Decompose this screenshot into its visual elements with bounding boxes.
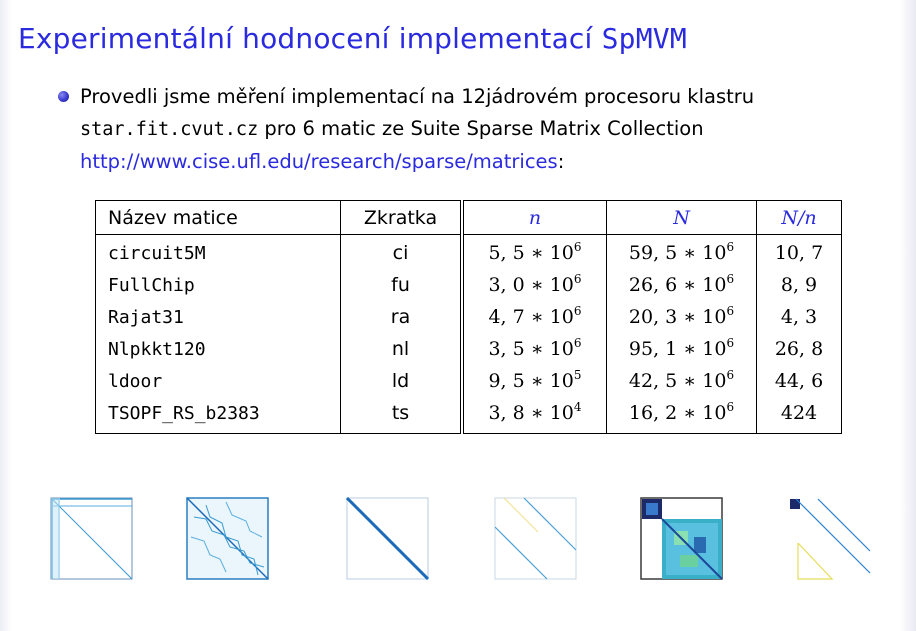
matrix-n: 3, 8 ∗ 104 [460,397,607,434]
N-mantissa: 59, 5 ∗ 10 [628,242,727,264]
slide-title-text: Experimentální hodnocení implementací [18,22,593,55]
Rajat31-thumbnail [346,497,429,580]
matrix-ratio: 424 [756,397,842,434]
header-ratio: N/n [756,200,842,235]
n-mantissa: 4, 7 ∗ 10 [488,306,574,328]
n-exponent: 6 [573,240,582,254]
bullet-line-3: http://www.cise.ufl.edu/research/sparse/… [80,146,880,178]
n-mantissa: 5, 5 ∗ 10 [488,242,574,264]
N-exponent: 6 [726,400,735,414]
matrix-N: 16, 2 ∗ 106 [606,397,757,434]
n-exponent: 4 [573,400,582,414]
n-exponent: 6 [573,336,582,350]
table-row: circuit5M ci 5, 5 ∗ 106 59, 5 ∗ 106 10, 7 [96,234,842,269]
table-row: ldoor ld 9, 5 ∗ 105 42, 5 ∗ 106 44, 6 [96,365,842,397]
N-mantissa: 42, 5 ∗ 10 [628,370,727,392]
matrix-N: 26, 6 ∗ 106 [606,269,757,301]
n-mantissa: 9, 5 ∗ 10 [488,370,574,392]
cluster-host: star.fit.cvut.cz [80,119,259,140]
matrix-abbr: nl [340,333,462,365]
table-row: Nlpkkt120 nl 3, 5 ∗ 106 95, 1 ∗ 106 26, 8 [96,333,842,365]
N-exponent: 6 [726,304,735,318]
bullet-icon [58,91,69,102]
Nlpkkt120-thumbnail [494,497,577,580]
matrix-N: 59, 5 ∗ 106 [606,234,757,269]
circuit5M-thumbnail [50,497,133,580]
matrix-ratio: 10, 7 [756,234,842,269]
n-mantissa: 3, 0 ∗ 10 [488,274,574,296]
matrix-ratio: 26, 8 [756,333,842,365]
matrix-n: 3, 5 ∗ 106 [460,333,607,365]
matrix-ratio: 44, 6 [756,365,842,397]
matrix-name: Nlpkkt120 [108,338,206,360]
slide-title-code: SpMVM [601,22,687,55]
table-body: circuit5M ci 5, 5 ∗ 106 59, 5 ∗ 106 10, 7 Ful… [96,234,842,434]
FullChip-thumbnail [186,497,269,580]
matrix-table: Název matice Zkratka n N N/n circuit5M ci… [95,200,842,434]
header-name: Název matice [95,200,341,235]
matrix-N: 20, 3 ∗ 106 [606,301,757,333]
table-header-row: Název matice Zkratka n N N/n [95,200,842,235]
N-exponent: 6 [726,368,735,382]
N-exponent: 6 [726,272,735,286]
table-row: FullChip fu 3, 0 ∗ 106 26, 6 ∗ 106 8, 9 [96,269,842,301]
n-exponent: 5 [573,368,582,382]
bullet-line-2: star.fit.cvut.cz pro 6 matic ze Suite Sp… [80,113,880,146]
matrix-n: 3, 0 ∗ 106 [460,269,607,301]
matrix-n: 4, 7 ∗ 106 [460,301,607,333]
matrix-ratio: 8, 9 [756,269,842,301]
slide-right-band [900,0,916,631]
n-mantissa: 3, 5 ∗ 10 [488,338,574,360]
N-mantissa: 26, 6 ∗ 10 [628,274,727,296]
header-n: n [460,200,607,235]
matrix-name: circuit5M [108,242,206,264]
header-N: N [606,200,757,235]
matrix-abbr: ld [340,365,462,397]
link-suffix: : [557,150,565,173]
N-mantissa: 95, 1 ∗ 10 [628,338,727,360]
n-mantissa: 3, 8 ∗ 10 [488,402,574,424]
matrix-abbr: fu [340,269,462,301]
matrices-link[interactable]: http://www.cise.ufl.edu/research/sparse/… [80,150,558,173]
bullet-line-1: Provedli jsme měření implementací na 12j… [80,85,755,108]
TSOPF_RS_b2383-thumbnail [789,498,871,580]
table-row: TSOPF_RS_b2383 ts 3, 8 ∗ 104 16, 2 ∗ 106 424 [96,397,842,434]
N-mantissa: 20, 3 ∗ 10 [628,306,727,328]
slide-left-band [0,0,12,631]
bullet-paragraph: Provedli jsme měření implementací na 12j… [80,81,880,178]
matrix-name: ldoor [108,370,163,392]
N-exponent: 6 [726,336,735,350]
slide-title: Experimentální hodnocení implementací Sp… [18,22,687,55]
matrix-n: 5, 5 ∗ 106 [460,234,607,269]
matrix-ratio: 4, 3 [756,301,842,333]
table-row: Rajat31 ra 4, 7 ∗ 106 20, 3 ∗ 106 4, 3 [96,301,842,333]
bullet-line-2-rest: pro 6 matic ze Suite Sparse Matrix Colle… [258,117,704,140]
matrix-n: 9, 5 ∗ 105 [460,365,607,397]
matrix-name: FullChip [108,274,195,296]
matrix-abbr: ts [340,397,462,434]
header-abbr: Zkratka [340,200,462,235]
matrix-abbr: ci [340,234,462,269]
matrix-name: Rajat31 [108,306,184,328]
matrix-N: 42, 5 ∗ 106 [606,365,757,397]
matrix-name: TSOPF_RS_b2383 [108,402,260,424]
matrix-abbr: ra [340,301,462,333]
matrix-N: 95, 1 ∗ 106 [606,333,757,365]
N-mantissa: 16, 2 ∗ 10 [628,402,727,424]
n-exponent: 6 [573,304,582,318]
N-exponent: 6 [726,240,735,254]
ldoor-thumbnail [640,497,723,580]
n-exponent: 6 [573,272,582,286]
